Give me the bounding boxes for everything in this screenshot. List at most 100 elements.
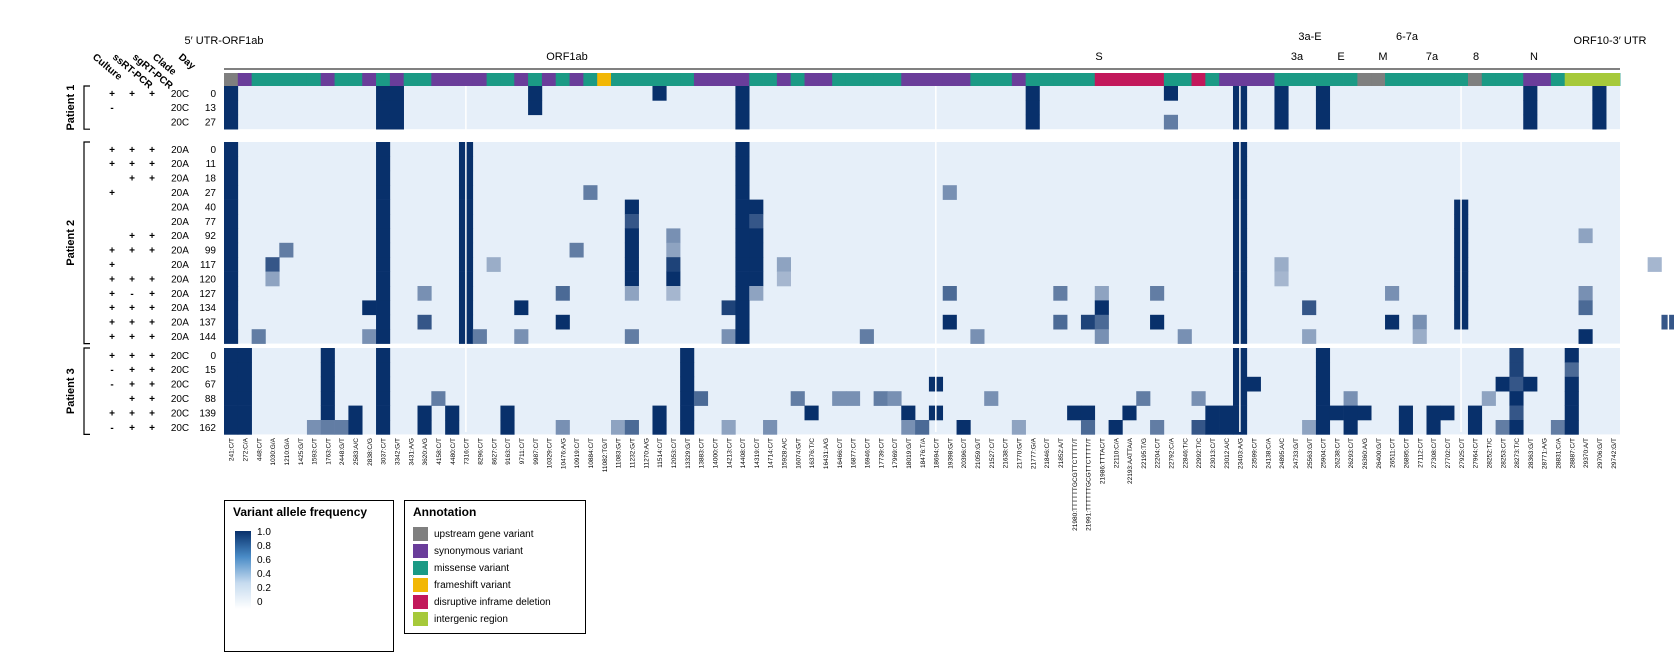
annotation-cell <box>389 73 405 86</box>
annotation-cell-intergenic <box>1564 73 1620 86</box>
heatmap-cell <box>583 185 598 200</box>
clade-label: 20A <box>171 231 189 242</box>
annotation-cell <box>1357 73 1372 86</box>
sgrtpcr-mark: + <box>149 246 155 257</box>
sgrtpcr-mark: + <box>149 394 155 405</box>
clade-label: 20C <box>171 365 189 376</box>
clade-label: 20C <box>171 408 189 419</box>
heatmap-cell <box>320 376 335 392</box>
clade-label: 20A <box>171 260 189 271</box>
annotation-legend-label: frameshift variant <box>434 579 511 591</box>
heatmap-cell <box>1219 420 1234 435</box>
annotation-cell <box>1205 73 1220 86</box>
heatmap-cell <box>1315 362 1331 378</box>
heatmap-cell <box>984 391 999 406</box>
sgrtpcr-mark: + <box>149 145 155 156</box>
heatmap-cell <box>376 391 391 406</box>
heatmap-cell <box>237 376 252 392</box>
column-label: 1030:G/A <box>270 437 277 465</box>
annotation-cell <box>1412 73 1427 86</box>
heatmap-cell <box>1523 86 1538 101</box>
column-label: 11082:TG/T <box>602 438 609 472</box>
heatmap-cell <box>1578 228 1593 244</box>
heatmap-cell <box>680 376 695 392</box>
annotation-cell <box>1537 73 1552 86</box>
heatmap-cell <box>417 314 432 330</box>
annotation-cell <box>1163 73 1179 86</box>
heatmap-cell <box>1564 348 1579 363</box>
column-label: 16376:T/C <box>809 438 816 469</box>
heatmap-cell <box>1315 348 1331 363</box>
heatmap-cell <box>1094 329 1109 344</box>
heatmap-cell <box>362 300 377 316</box>
column-label: 21059:G/T <box>975 438 982 469</box>
ssrtpcr-mark: + <box>129 174 135 185</box>
column-label: 26293:C/T <box>1348 438 1355 468</box>
sgrtpcr-mark: + <box>149 89 155 100</box>
column-label: 3037:C/T <box>381 438 388 465</box>
annotation-cell <box>1454 73 1469 86</box>
heatmap-cell <box>376 214 391 229</box>
annotation-cell <box>901 73 916 86</box>
column-label: 28831:C/A <box>1556 437 1563 468</box>
annotation-cell <box>1053 73 1068 86</box>
annotation-cell <box>887 73 902 86</box>
ssrtpcr-mark: + <box>129 365 135 376</box>
heatmap-cell <box>224 170 239 186</box>
heatmap-cell <box>1163 114 1179 130</box>
heatmap-cell <box>666 257 681 272</box>
day-label: 0 <box>210 89 216 100</box>
annotation-cell <box>237 73 253 86</box>
heatmap-cell <box>224 286 239 301</box>
annotation-cell <box>1025 73 1040 86</box>
heatmap-cell <box>500 420 515 435</box>
heatmap-cell <box>1385 286 1400 301</box>
heatmap-cell <box>749 286 764 301</box>
annotation-cell <box>859 73 875 86</box>
clade-label: 20A <box>171 318 189 329</box>
column-label: 24138:C/A <box>1265 437 1272 468</box>
day-label: 92 <box>205 231 217 242</box>
column-label: 29370:A/T <box>1583 438 1590 468</box>
column-label: 23013:C/T <box>1210 438 1217 468</box>
heatmap-cell <box>1564 405 1579 421</box>
annotation-cell <box>1108 73 1123 86</box>
annotation-cell <box>721 73 736 86</box>
annotation-cell <box>680 73 695 86</box>
heatmap-cell <box>1080 405 1096 421</box>
heatmap-cell <box>1177 329 1192 344</box>
heatmap-cell <box>1053 314 1068 330</box>
culture-mark: + <box>109 159 115 170</box>
heatmap-cell <box>555 286 570 301</box>
heatmap-cell <box>445 405 460 421</box>
annotation-cell <box>1495 73 1510 86</box>
heatmap-cell <box>735 100 750 116</box>
column-label: 27925:C/T <box>1459 438 1466 468</box>
column-label: 16074:G/T <box>795 438 802 469</box>
heatmap-cell <box>1302 420 1317 435</box>
heatmap-cell <box>1647 257 1662 272</box>
heatmap-cell <box>1315 420 1331 435</box>
annotation-cell <box>1371 73 1386 86</box>
heatmap-cell <box>376 420 391 435</box>
heatmap-cell <box>376 242 391 258</box>
annotation-cell <box>362 73 377 86</box>
annotation-cell <box>597 73 612 86</box>
heatmap-cell <box>915 420 930 435</box>
heatmap-cell <box>1302 300 1317 316</box>
sgrtpcr-mark: + <box>149 289 155 300</box>
annotation-cell <box>334 73 349 86</box>
heatmap-cell <box>1315 376 1331 392</box>
heatmap-cell <box>776 257 791 272</box>
group-background <box>224 86 1620 130</box>
heatmap-cell <box>790 391 805 406</box>
annotation-swatch <box>413 578 428 592</box>
heatmap-cell <box>417 405 432 421</box>
heatmap-cell <box>680 420 695 435</box>
column-label: 27112:C/T <box>1417 438 1424 468</box>
heatmap-cell <box>1426 420 1441 435</box>
annotation-cell <box>1136 73 1151 86</box>
heatmap-cell <box>224 242 239 258</box>
annotation-swatch <box>413 612 428 626</box>
group-bracket <box>83 347 90 435</box>
